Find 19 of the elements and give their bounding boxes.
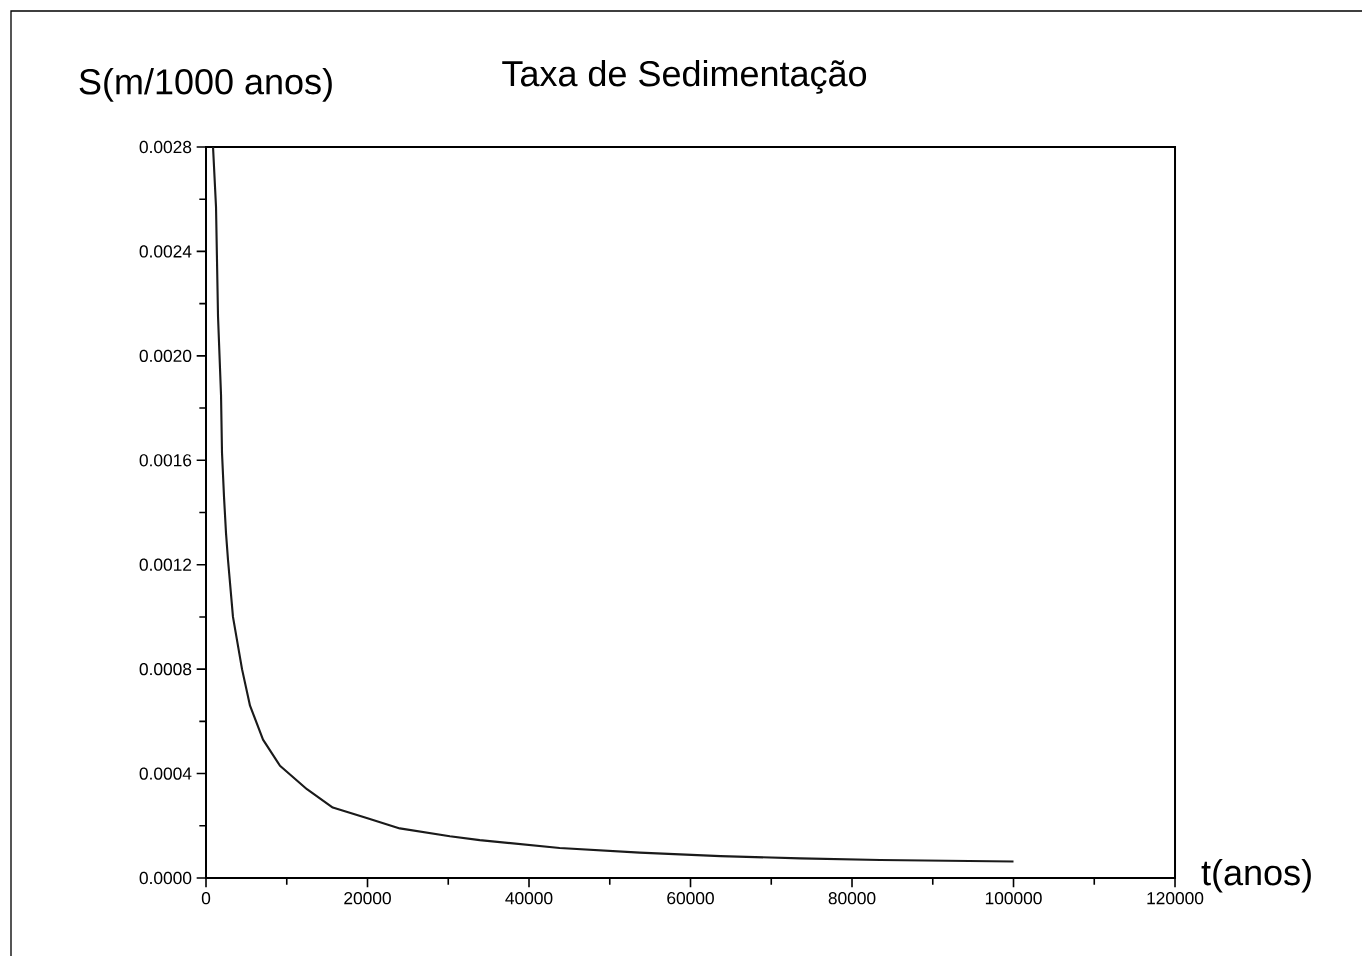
y-tick-label: 0.0028 [139,140,192,154]
y-tick-label: 0.0020 [139,349,192,362]
x-tick-label: 40000 [505,892,553,905]
x-tick-label: 80000 [828,892,876,905]
x-tick-label: 100000 [985,892,1042,905]
x-tick-label: 0 [201,892,211,905]
x-tick-label: 120000 [1147,892,1204,905]
x-axis-title: t(anos) [1201,859,1311,893]
y-axis-title: S(m/1000 anos) [79,68,332,102]
y-tick-label: 0.0012 [139,558,192,571]
y-tick-label: 0.0000 [139,871,192,885]
x-tick-label: 20000 [344,892,391,905]
y-tick-label: 0.0004 [139,767,192,780]
y-tick-label: 0.0016 [139,454,192,467]
y-tick-label: 0.0024 [139,245,192,258]
x-tick-label: 60000 [667,892,714,905]
line-series [211,146,1015,863]
chart-title: Taxa de Sedimentação [502,59,867,94]
y-tick-label: 0.0008 [139,663,192,676]
